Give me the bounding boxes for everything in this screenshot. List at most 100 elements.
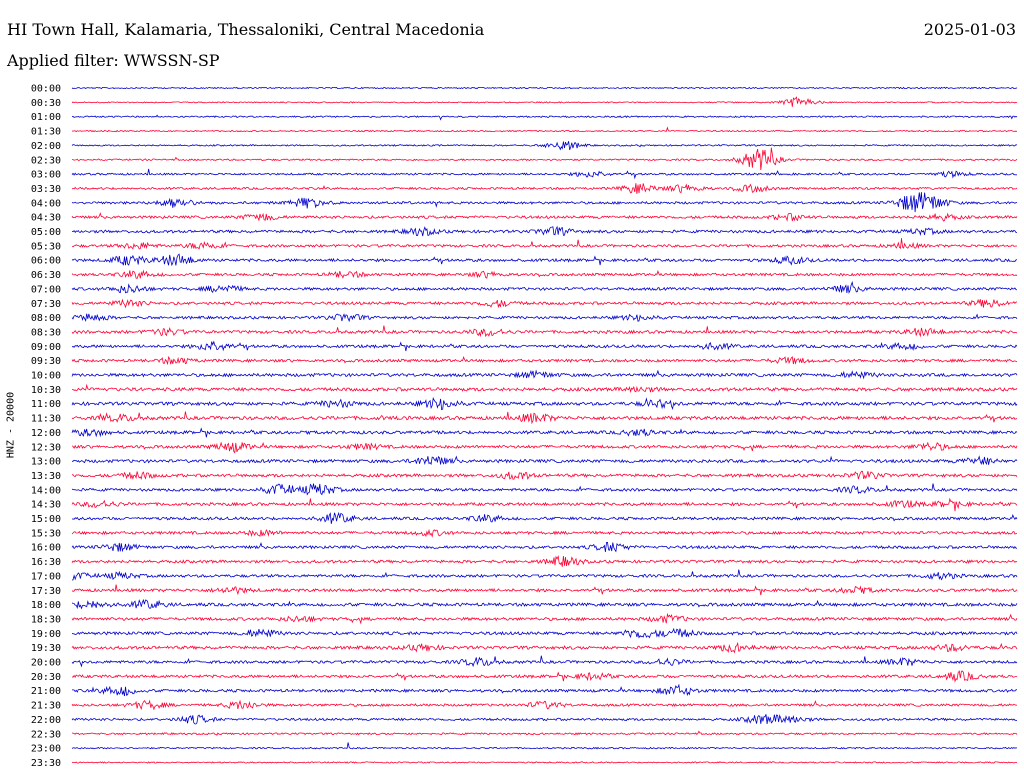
row-time-label: 17:30 bbox=[31, 586, 61, 597]
trace-row-1900 bbox=[71, 627, 1018, 639]
trace-row-0730 bbox=[71, 298, 1018, 309]
row-time-label: 17:00 bbox=[31, 571, 61, 582]
row-time-label: 19:30 bbox=[31, 643, 61, 654]
row-time-label: 04:00 bbox=[31, 198, 61, 209]
trace-row-1430 bbox=[71, 497, 1018, 512]
trace-row-0900 bbox=[71, 340, 1018, 352]
row-time-label: 02:30 bbox=[31, 155, 61, 166]
trace-row-0000 bbox=[71, 86, 1018, 90]
row-time-label: 07:00 bbox=[31, 284, 61, 295]
record-date: 2025-01-03 bbox=[923, 20, 1016, 39]
trace-row-1530 bbox=[71, 528, 1018, 538]
trace-row-0200 bbox=[71, 141, 1018, 151]
row-time-label: 21:00 bbox=[31, 686, 61, 697]
trace-row-0230 bbox=[71, 147, 1018, 171]
trace-row-0930 bbox=[71, 355, 1018, 366]
trace-row-1600 bbox=[71, 541, 1017, 553]
row-time-label: 00:30 bbox=[31, 98, 61, 109]
trace-row-1030 bbox=[71, 383, 1018, 394]
row-time-label: 13:00 bbox=[31, 457, 61, 468]
row-time-label: 01:00 bbox=[31, 112, 61, 123]
trace-row-1800 bbox=[71, 598, 1018, 610]
row-time-label: 08:00 bbox=[31, 313, 61, 324]
trace-row-0800 bbox=[71, 313, 1018, 323]
trace-row-1830 bbox=[71, 612, 1018, 625]
row-time-label: 19:00 bbox=[31, 629, 61, 640]
trace-row-2300 bbox=[71, 742, 1018, 750]
row-time-label: 20:00 bbox=[31, 658, 61, 669]
trace-row-0530 bbox=[71, 238, 1017, 250]
row-time-label: 21:30 bbox=[31, 701, 61, 712]
row-time-label: 03:00 bbox=[31, 170, 61, 181]
row-time-label: 02:00 bbox=[31, 141, 61, 152]
trace-row-0630 bbox=[71, 269, 1018, 280]
row-time-label: 23:00 bbox=[31, 744, 61, 755]
trace-row-2030 bbox=[71, 670, 1018, 683]
row-time-label: 16:00 bbox=[31, 543, 61, 554]
trace-row-1130 bbox=[71, 411, 1018, 425]
trace-row-2230 bbox=[71, 730, 1018, 736]
trace-row-2200 bbox=[71, 714, 1018, 725]
trace-row-0500 bbox=[71, 225, 1017, 237]
station-title: HI Town Hall, Kalamaria, Thessaloniki, C… bbox=[7, 20, 485, 39]
trace-row-0600 bbox=[71, 253, 1018, 267]
trace-row-1000 bbox=[71, 369, 1018, 380]
row-time-label: 15:30 bbox=[31, 528, 61, 539]
trace-row-2330 bbox=[71, 761, 1018, 764]
row-time-label: 12:30 bbox=[31, 442, 61, 453]
trace-row-2130 bbox=[71, 699, 1018, 711]
row-time-label: 06:00 bbox=[31, 256, 61, 267]
trace-row-1630 bbox=[71, 555, 1018, 567]
row-time-label: 14:30 bbox=[31, 500, 61, 511]
row-time-label: 10:30 bbox=[31, 385, 61, 396]
row-time-label: 05:00 bbox=[31, 227, 61, 238]
row-time-label: 09:00 bbox=[31, 342, 61, 353]
filter-label: Applied filter: WWSSN-SP bbox=[7, 51, 220, 70]
row-time-label: 22:00 bbox=[31, 715, 61, 726]
trace-row-1400 bbox=[71, 483, 1018, 496]
trace-row-1500 bbox=[71, 511, 1018, 524]
trace-row-0130 bbox=[71, 126, 1017, 133]
row-time-label: 18:30 bbox=[31, 614, 61, 625]
trace-row-2100 bbox=[71, 683, 1018, 697]
trace-row-1730 bbox=[71, 584, 1018, 596]
row-time-label: 16:30 bbox=[31, 557, 61, 568]
trace-row-1700 bbox=[71, 569, 1018, 581]
trace-row-1200 bbox=[71, 427, 1018, 438]
row-time-label: 10:00 bbox=[31, 371, 61, 382]
trace-row-0300 bbox=[71, 168, 1018, 180]
trace-row-0700 bbox=[71, 280, 1018, 295]
row-time-label: 00:00 bbox=[31, 84, 61, 95]
trace-row-1230 bbox=[71, 441, 1018, 454]
row-time-label: 08:30 bbox=[31, 327, 61, 338]
trace-row-0100 bbox=[71, 114, 1018, 121]
row-time-label: 09:30 bbox=[31, 356, 61, 367]
trace-row-2000 bbox=[71, 655, 1018, 668]
row-time-label: 04:30 bbox=[31, 213, 61, 224]
row-time-label: 05:30 bbox=[31, 241, 61, 252]
trace-row-0030 bbox=[71, 96, 1018, 107]
row-time-label: 18:00 bbox=[31, 600, 61, 611]
trace-row-0830 bbox=[71, 325, 1018, 338]
row-time-label: 11:30 bbox=[31, 414, 61, 425]
row-time-label: 23:30 bbox=[31, 758, 61, 769]
row-time-label: 20:30 bbox=[31, 672, 61, 683]
trace-row-0430 bbox=[71, 212, 1018, 222]
trace-row-1300 bbox=[72, 455, 1018, 466]
trace-row-1100 bbox=[71, 397, 1018, 411]
row-time-label: 07:30 bbox=[31, 299, 61, 310]
trace-row-0330 bbox=[71, 183, 1018, 194]
trace-row-1930 bbox=[71, 641, 1018, 654]
row-time-label: 12:00 bbox=[31, 428, 61, 439]
row-time-label: 13:30 bbox=[31, 471, 61, 482]
trace-row-0400 bbox=[71, 192, 1018, 213]
row-time-label: 22:30 bbox=[31, 729, 61, 740]
row-time-label: 06:30 bbox=[31, 270, 61, 281]
trace-row-1330 bbox=[71, 470, 1018, 480]
row-time-label: 14:00 bbox=[31, 485, 61, 496]
row-time-label: 01:30 bbox=[31, 127, 61, 138]
row-time-label: 15:00 bbox=[31, 514, 61, 525]
row-time-label: 11:00 bbox=[31, 399, 61, 410]
